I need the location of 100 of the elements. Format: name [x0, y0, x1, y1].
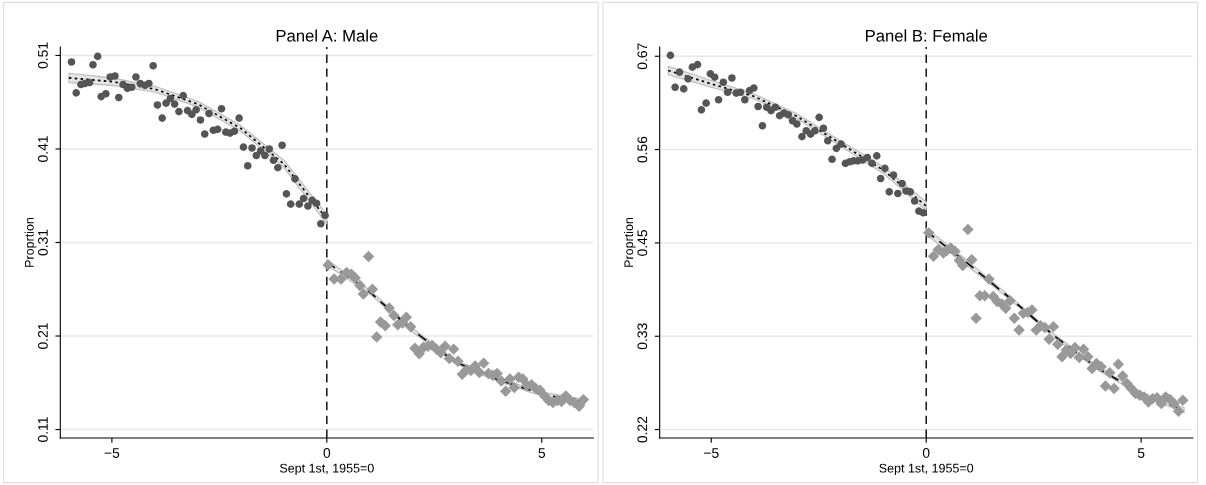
- point: [823, 136, 832, 145]
- point: [317, 219, 325, 228]
- point: [447, 343, 460, 355]
- y-axis-title: Proprtion: [24, 217, 37, 267]
- point: [269, 156, 278, 165]
- x-axis-title: Sept 1st, 1955=0: [879, 463, 974, 476]
- point: [166, 94, 175, 103]
- x-tick-label: 0: [323, 448, 331, 458]
- x-tick-label: 5: [538, 448, 546, 458]
- point: [671, 83, 679, 92]
- point: [495, 375, 508, 387]
- point: [443, 352, 456, 365]
- point: [889, 171, 898, 179]
- point: [388, 309, 400, 322]
- point: [508, 381, 520, 394]
- point: [362, 250, 375, 263]
- point: [919, 208, 927, 217]
- point: [910, 197, 919, 205]
- point: [127, 83, 136, 92]
- point: [1099, 380, 1112, 392]
- point: [67, 58, 76, 66]
- point: [784, 111, 793, 119]
- point: [383, 302, 395, 314]
- point: [837, 140, 845, 148]
- point: [295, 200, 304, 208]
- point: [927, 250, 940, 263]
- point: [370, 331, 383, 343]
- y-tick-label: 0.67: [637, 43, 648, 70]
- point: [1112, 358, 1125, 371]
- point: [230, 127, 239, 136]
- point: [196, 116, 205, 124]
- point: [684, 75, 692, 83]
- point: [261, 151, 269, 160]
- point: [1077, 343, 1090, 355]
- point: [499, 385, 512, 397]
- point: [798, 132, 806, 141]
- point: [966, 253, 978, 266]
- point: [679, 85, 688, 93]
- point: [740, 95, 749, 104]
- point: [153, 101, 162, 109]
- point: [819, 124, 828, 133]
- point: [274, 163, 282, 172]
- point: [923, 227, 935, 239]
- point: [299, 194, 308, 203]
- point: [1013, 324, 1025, 336]
- y-tick-label: 0.31: [38, 229, 48, 256]
- point: [702, 99, 710, 107]
- point: [179, 91, 188, 100]
- x-tick-label: −5: [704, 448, 719, 458]
- point: [162, 99, 170, 107]
- x-tick-label: −5: [104, 448, 120, 458]
- point: [962, 223, 974, 236]
- point: [714, 95, 723, 104]
- point: [723, 88, 732, 97]
- point: [235, 114, 243, 122]
- point: [881, 164, 889, 173]
- y-axis-title: Proprtion: [623, 217, 636, 267]
- point: [885, 188, 894, 196]
- point: [478, 357, 490, 369]
- point: [291, 175, 299, 183]
- y-tick-label: 0.56: [637, 136, 648, 163]
- y-tick-label: 0.33: [637, 323, 648, 350]
- y-tick-label: 0.41: [38, 136, 48, 162]
- point: [175, 107, 183, 116]
- x-tick-label: 5: [1137, 448, 1145, 458]
- chart-title: Panel B: Female: [865, 29, 988, 42]
- point: [321, 211, 329, 220]
- point: [758, 121, 767, 130]
- point: [811, 126, 819, 135]
- point: [217, 104, 226, 113]
- point: [85, 78, 94, 87]
- point: [435, 347, 447, 359]
- point: [771, 103, 780, 112]
- point: [282, 190, 291, 198]
- point: [312, 199, 321, 208]
- point: [1056, 351, 1068, 363]
- point: [89, 61, 97, 69]
- point: [322, 259, 334, 271]
- point: [188, 110, 196, 119]
- point: [366, 283, 379, 295]
- chart-title: Panel A: Male: [276, 29, 378, 42]
- point: [357, 288, 370, 300]
- point: [863, 153, 872, 162]
- point: [111, 72, 119, 80]
- point: [72, 89, 81, 97]
- point: [793, 120, 801, 128]
- point: [868, 159, 876, 168]
- point: [815, 113, 823, 122]
- point: [577, 393, 590, 406]
- point: [1069, 341, 1081, 354]
- point: [278, 141, 286, 150]
- point: [872, 152, 881, 160]
- point: [102, 90, 110, 98]
- point: [828, 155, 836, 164]
- point: [750, 84, 758, 92]
- point: [876, 174, 885, 183]
- point: [413, 348, 425, 360]
- point: [1052, 338, 1064, 350]
- point: [1168, 397, 1180, 410]
- point: [145, 79, 153, 88]
